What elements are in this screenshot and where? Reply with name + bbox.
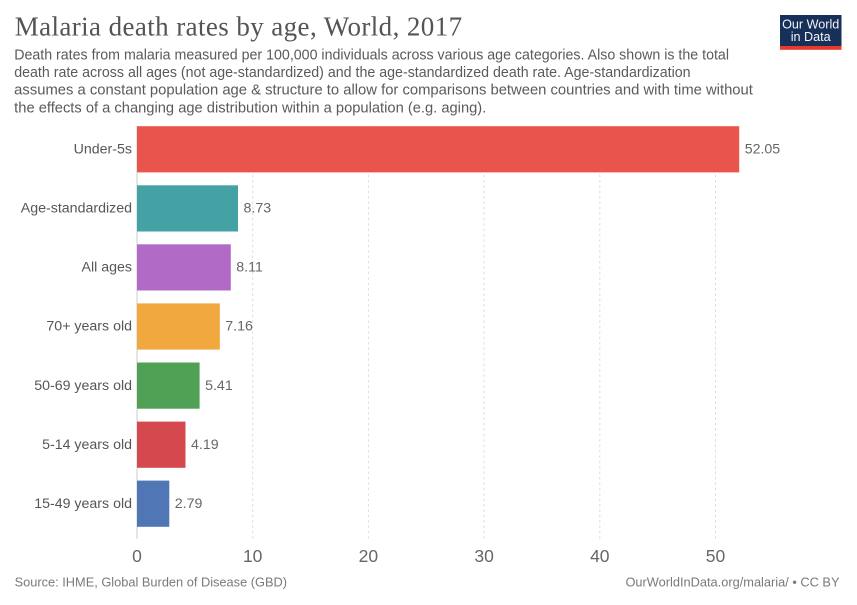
svg-text:52.05: 52.05 (745, 142, 781, 158)
svg-text:0: 0 (132, 546, 142, 566)
svg-text:Malaria death rates by age, Wo: Malaria death rates by age, World, 2017 (15, 11, 463, 41)
svg-text:8.73: 8.73 (244, 201, 272, 217)
svg-text:40: 40 (590, 546, 610, 566)
svg-text:5-14 years old: 5-14 years old (42, 437, 132, 453)
svg-text:OurWorldInData.org/malaria/ •: OurWorldInData.org/malaria/ • CC BY (625, 574, 840, 589)
svg-text:7.16: 7.16 (225, 319, 253, 335)
svg-text:Death rates from malaria measu: Death rates from malaria measured per 10… (14, 48, 729, 64)
svg-text:30: 30 (474, 546, 494, 566)
svg-text:70+ years old: 70+ years old (46, 319, 132, 335)
svg-text:Our World: Our World (782, 18, 839, 32)
svg-text:20: 20 (359, 546, 379, 566)
svg-text:10: 10 (243, 546, 263, 566)
svg-text:Age-standardized: Age-standardized (21, 201, 132, 217)
svg-text:4.19: 4.19 (191, 437, 219, 453)
svg-text:50: 50 (706, 546, 726, 566)
svg-text:50-69 years old: 50-69 years old (34, 378, 132, 394)
svg-text:2.79: 2.79 (175, 496, 203, 512)
svg-text:the effects of a changing age: the effects of a changing age distributi… (14, 100, 486, 116)
svg-text:8.11: 8.11 (236, 260, 263, 276)
svg-text:5.41: 5.41 (205, 378, 233, 394)
svg-text:Source: IHME, Global Burden of: Source: IHME, Global Burden of Disease (… (15, 574, 287, 589)
svg-text:Under-5s: Under-5s (74, 142, 132, 158)
svg-text:assumes a constant population: assumes a constant population age & stru… (14, 83, 753, 99)
svg-text:death rate across all ages (no: death rate across all ages (not age-stan… (14, 65, 690, 81)
svg-text:15-49 years old: 15-49 years old (34, 496, 132, 512)
svg-text:in Data: in Data (791, 30, 831, 44)
svg-text:All ages: All ages (82, 260, 132, 276)
